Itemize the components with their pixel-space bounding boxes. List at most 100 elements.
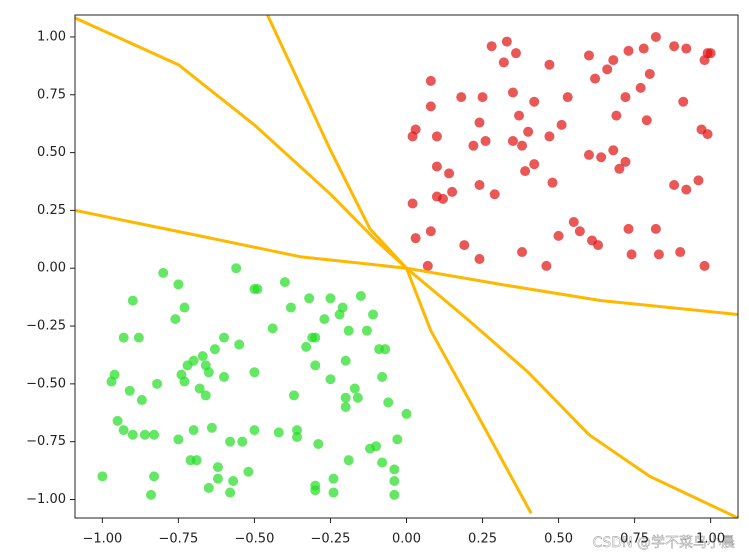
point <box>310 332 321 343</box>
point <box>349 383 360 394</box>
point <box>383 397 394 408</box>
point <box>498 57 509 68</box>
point <box>653 249 664 260</box>
point <box>620 92 631 103</box>
point <box>431 161 442 172</box>
point <box>152 378 163 389</box>
point <box>583 50 594 61</box>
point <box>340 355 351 366</box>
point <box>118 332 129 343</box>
point <box>626 249 637 260</box>
point <box>556 119 567 130</box>
point <box>650 31 661 42</box>
point <box>474 179 485 190</box>
y-tick-label: 0.25 <box>37 203 66 218</box>
point <box>681 184 692 195</box>
point <box>547 177 558 188</box>
y-tick-label: −0.25 <box>26 319 66 334</box>
point <box>669 179 680 190</box>
x-tick-label: −1.00 <box>82 532 122 547</box>
point <box>678 96 689 107</box>
point <box>517 140 528 151</box>
point <box>544 131 555 142</box>
point <box>520 166 531 177</box>
point <box>310 485 321 496</box>
boundary-line <box>75 208 738 316</box>
point <box>614 163 625 174</box>
y-tick-label: −1.00 <box>26 492 66 507</box>
y-tick-label: −0.50 <box>26 376 66 391</box>
point <box>562 92 573 103</box>
point <box>197 351 208 362</box>
point <box>209 344 220 355</box>
point <box>343 325 354 336</box>
point <box>410 233 421 244</box>
point <box>173 279 184 290</box>
point <box>544 59 555 70</box>
point <box>638 43 649 54</box>
point <box>510 48 521 59</box>
point <box>444 168 455 179</box>
point <box>507 136 518 147</box>
x-tick-label: 0.50 <box>544 532 573 547</box>
y-tick-label: 0.00 <box>37 261 66 276</box>
point <box>705 48 716 59</box>
point <box>313 438 324 449</box>
point <box>328 473 339 484</box>
point <box>112 415 123 426</box>
point <box>377 457 388 468</box>
point <box>480 136 491 147</box>
point <box>231 263 242 274</box>
point <box>641 115 652 126</box>
x-tick-label: 0.25 <box>468 532 497 547</box>
point <box>292 432 303 443</box>
point <box>437 193 448 204</box>
plot-marks <box>75 15 738 518</box>
point <box>568 216 579 227</box>
watermark: CSDN @学不菜鸟小晨 <box>593 535 735 551</box>
point <box>97 471 108 482</box>
x-tick-label: −0.50 <box>235 532 275 547</box>
point <box>352 392 363 403</box>
point <box>529 159 540 170</box>
point <box>681 43 692 54</box>
point <box>225 436 236 447</box>
point <box>380 344 391 355</box>
point <box>489 189 500 200</box>
point <box>325 293 336 304</box>
point <box>623 45 634 56</box>
point <box>188 425 199 436</box>
point <box>553 230 564 241</box>
point <box>693 175 704 186</box>
point <box>279 277 290 288</box>
point <box>474 253 485 264</box>
point <box>133 332 144 343</box>
point <box>669 41 680 52</box>
point <box>304 293 315 304</box>
point <box>602 64 613 75</box>
point <box>343 455 354 466</box>
point <box>407 198 418 209</box>
point <box>136 395 147 406</box>
y-tick-label: 0.75 <box>37 87 66 102</box>
x-tick-label: −0.25 <box>311 532 351 547</box>
point <box>206 422 217 433</box>
point <box>699 260 710 271</box>
point <box>212 462 223 473</box>
point <box>635 82 646 93</box>
point <box>146 489 157 500</box>
point <box>149 429 160 440</box>
point <box>173 434 184 445</box>
point <box>392 434 403 445</box>
point <box>389 464 400 475</box>
point <box>124 385 135 396</box>
point <box>285 302 296 313</box>
point <box>608 55 619 66</box>
point <box>249 367 260 378</box>
point <box>139 429 150 440</box>
point <box>170 314 181 325</box>
point <box>514 110 525 121</box>
point <box>179 376 190 387</box>
point <box>501 36 512 47</box>
